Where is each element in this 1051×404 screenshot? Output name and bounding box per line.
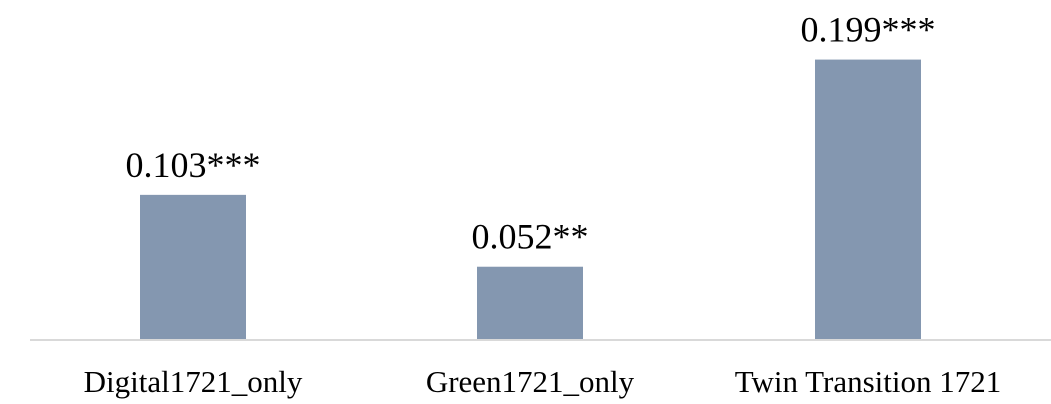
data-labels-group: 0.103*** 0.052** 0.199*** [126, 10, 936, 257]
bar-2 [477, 266, 583, 340]
bars-group [140, 59, 921, 340]
category-label-1: Digital1721_only [84, 364, 303, 399]
data-label-3: 0.199*** [801, 10, 936, 50]
data-label-2: 0.052** [472, 217, 589, 257]
category-labels-group: Digital1721_only Green1721_only Twin Trans… [84, 364, 1002, 399]
bar-3 [815, 59, 921, 340]
category-label-2: Green1721_only [426, 364, 635, 399]
bar-1 [140, 194, 246, 340]
category-label-3: Twin Transition 1721 [735, 364, 1002, 399]
data-label-1: 0.103*** [126, 145, 261, 185]
